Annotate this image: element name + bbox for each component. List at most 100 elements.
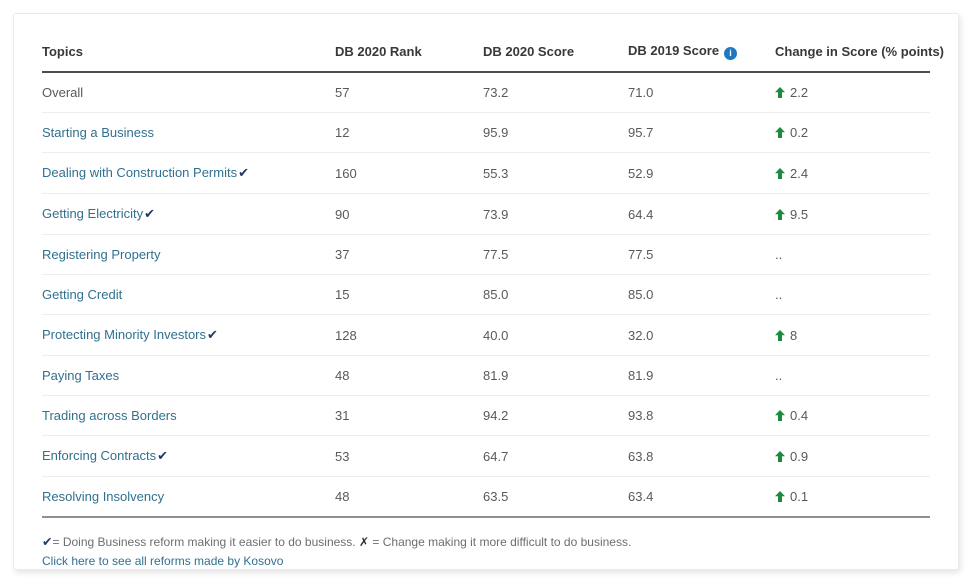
- change-cell: 0.4: [775, 395, 930, 436]
- db2019-score-cell: 63.8: [628, 435, 775, 477]
- db2019-score-cell: 71.0: [628, 72, 775, 113]
- table-row: Trading across Borders 31 94.2 93.8 0.4: [42, 395, 930, 436]
- rank-cell: 48: [335, 355, 483, 396]
- table-body: Overall 57 73.2 71.0 2.2 Starting a Busi…: [42, 72, 930, 518]
- rank-cell: 90: [335, 193, 483, 235]
- change-cell: 2.4: [775, 152, 930, 194]
- change-value: 8: [790, 327, 798, 343]
- db2020-score-cell: 85.0: [483, 274, 628, 315]
- db2019-score-cell: 93.8: [628, 395, 775, 436]
- arrow-up-icon: [775, 410, 785, 421]
- db2019-score-cell: 64.4: [628, 193, 775, 235]
- column-header-change-label: Change in Score (% points): [775, 44, 945, 59]
- table-row: Registering Property 37 77.5 77.5 ..: [42, 234, 930, 275]
- rank-cell: 53: [335, 435, 483, 477]
- topic-cell: Starting a Business: [42, 112, 335, 153]
- change-cell: 9.5: [775, 193, 930, 235]
- topic-cell: Registering Property: [42, 234, 335, 275]
- reform-check-icon: ✔: [238, 165, 249, 180]
- change-value: 0.4: [790, 408, 809, 423]
- rank-cell: 128: [335, 314, 483, 356]
- topic-link[interactable]: Resolving Insolvency: [42, 489, 165, 504]
- db2019-score-cell: 63.4: [628, 476, 775, 518]
- rank-cell: 31: [335, 395, 483, 436]
- arrow-up-icon: [775, 87, 785, 98]
- topic-link[interactable]: Getting Electricity: [42, 206, 144, 221]
- topic-cell: Trading across Borders: [42, 395, 335, 436]
- change-cell: ..: [775, 355, 930, 396]
- topic-link[interactable]: Getting Credit: [42, 287, 123, 302]
- change-value: 9.5: [790, 206, 809, 222]
- topic-link[interactable]: Enforcing Contracts: [42, 448, 157, 463]
- topic-link[interactable]: Trading across Borders: [42, 408, 177, 423]
- rank-cell: 12: [335, 112, 483, 153]
- db2019-score-cell: 95.7: [628, 112, 775, 153]
- topic-link[interactable]: Dealing with Construction Permits: [42, 165, 238, 180]
- arrow-up-icon: [775, 450, 785, 462]
- table-row: Resolving Insolvency 48 63.5 63.4 0.1: [42, 476, 930, 518]
- change-value: 0.2: [790, 125, 809, 140]
- topics-table: Topics DB 2020 Rank DB 2020 Score DB 201…: [42, 14, 944, 518]
- change-value: 2.2: [790, 85, 809, 100]
- db2020-score-cell: 77.5: [483, 234, 628, 275]
- arrow-up-icon: [775, 491, 785, 502]
- change-cell: 8: [775, 314, 930, 356]
- check-mark-icon: ✔: [42, 535, 53, 549]
- change-cell: ..: [775, 234, 930, 275]
- db2020-score-cell: 95.9: [483, 112, 628, 153]
- db2020-score-cell: 64.7: [483, 435, 628, 477]
- topic-link[interactable]: Protecting Minority Investors: [42, 327, 207, 342]
- db2019-score-cell: 85.0: [628, 274, 775, 315]
- column-header-db2020-score-label: DB 2020 Score: [483, 44, 575, 59]
- db2019-score-cell: 77.5: [628, 234, 775, 275]
- legend-x-text: = Change making it more difficult to do …: [372, 535, 632, 549]
- rank-cell: 48: [335, 476, 483, 518]
- db2019-score-cell: 52.9: [628, 152, 775, 194]
- table-footer: ✔= Doing Business reform making it easie…: [42, 518, 930, 570]
- db2020-score-cell: 94.2: [483, 395, 628, 436]
- table-row: Getting Credit 15 85.0 85.0 ..: [42, 274, 930, 315]
- legend-check-text: = Doing Business reform making it easier…: [52, 535, 356, 549]
- legend: ✔= Doing Business reform making it easie…: [42, 534, 930, 551]
- table-row: Enforcing Contracts✔ 53 64.7 63.8 0.9: [42, 435, 930, 477]
- topic-cell: Overall: [42, 72, 335, 113]
- db2019-score-cell: 81.9: [628, 355, 775, 396]
- topic-text: Overall: [42, 85, 84, 100]
- arrow-up-icon: [775, 329, 785, 341]
- topic-link[interactable]: Paying Taxes: [42, 368, 120, 383]
- column-header-topics: Topics: [42, 14, 335, 73]
- topic-cell: Resolving Insolvency: [42, 476, 335, 518]
- arrow-up-icon: [775, 208, 785, 220]
- db2020-score-cell: 73.9: [483, 193, 628, 235]
- reform-check-icon: ✔: [144, 206, 156, 221]
- table-row: Paying Taxes 48 81.9 81.9 ..: [42, 355, 930, 396]
- topic-link[interactable]: Registering Property: [42, 247, 161, 262]
- db2020-score-cell: 81.9: [483, 355, 628, 396]
- column-header-topics-label: Topics: [42, 44, 83, 59]
- rank-cell: 37: [335, 234, 483, 275]
- reforms-link[interactable]: Click here to see all reforms made by Ko…: [42, 554, 284, 568]
- column-header-db2020-rank-label: DB 2020 Rank: [335, 44, 422, 59]
- change-value: ..: [775, 287, 783, 302]
- info-circle-icon[interactable]: i: [724, 47, 738, 60]
- x-mark-icon: ✗: [358, 535, 370, 549]
- change-value: 0.1: [790, 489, 809, 504]
- change-cell: ..: [775, 274, 930, 315]
- topic-cell: Protecting Minority Investors✔: [42, 314, 335, 356]
- db2020-score-cell: 73.2: [483, 72, 628, 113]
- db2020-score-cell: 63.5: [483, 476, 628, 518]
- topic-cell: Enforcing Contracts✔: [42, 435, 335, 477]
- change-value: ..: [775, 247, 783, 262]
- arrow-up-icon: [775, 127, 785, 138]
- topic-link[interactable]: Starting a Business: [42, 125, 155, 140]
- arrow-up-icon: [775, 167, 785, 179]
- column-header-db2020-score: DB 2020 Score: [483, 14, 628, 73]
- rank-cell: 15: [335, 274, 483, 315]
- table-row: Dealing with Construction Permits✔ 160 5…: [42, 152, 930, 194]
- column-header-db2020-rank: DB 2020 Rank: [335, 14, 483, 73]
- column-header-db2019-score-label: DB 2019 Score: [628, 43, 720, 58]
- change-cell: 0.2: [775, 112, 930, 153]
- table-row: Overall 57 73.2 71.0 2.2: [42, 72, 930, 113]
- column-header-change-in-score: Change in Score (% points): [775, 14, 944, 73]
